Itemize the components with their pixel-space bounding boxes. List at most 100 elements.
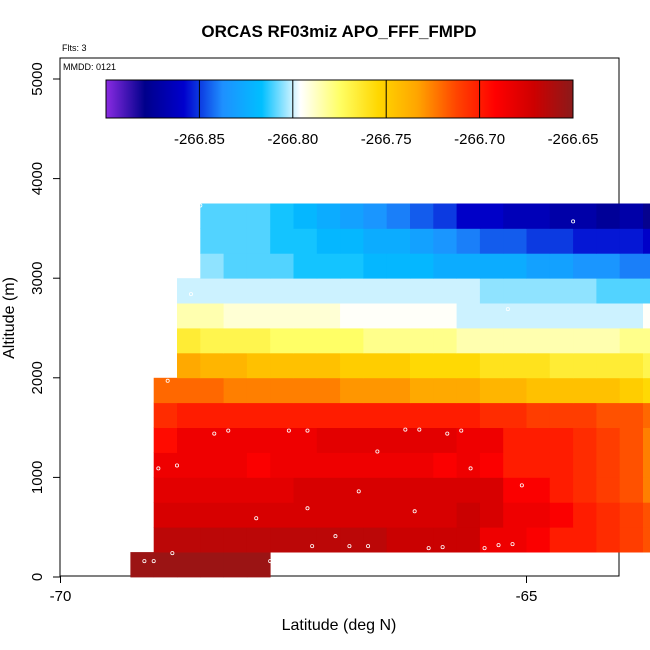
observation-point — [305, 428, 310, 433]
heatmap-cell — [526, 377, 551, 404]
heatmap-cell — [479, 203, 504, 229]
heatmap-cell — [549, 427, 574, 453]
heatmap-cell — [410, 228, 434, 254]
heatmap-cell — [410, 303, 434, 329]
heatmap-cell — [223, 328, 248, 354]
heatmap-cell — [619, 278, 644, 304]
heatmap-cell — [340, 452, 364, 478]
observation-point — [571, 219, 576, 224]
heatmap-cell — [153, 377, 178, 404]
heatmap-cell — [433, 402, 457, 428]
heatmap-cell — [270, 328, 294, 354]
heatmap-cell — [526, 402, 551, 428]
heatmap-cell — [549, 527, 574, 553]
heatmap-cell — [596, 278, 621, 304]
observation-point — [496, 543, 501, 548]
heatmap-cell — [316, 328, 341, 354]
heatmap-cell — [573, 377, 597, 404]
heatmap-cell — [340, 278, 364, 304]
heatmap-cell — [293, 228, 318, 254]
heatmap-cell — [153, 452, 178, 478]
heatmap-cell — [596, 452, 621, 478]
heatmap-cell — [200, 203, 224, 229]
heatmap-cell — [316, 303, 341, 329]
heatmap-cell — [177, 377, 201, 404]
observation-point — [282, 559, 287, 564]
heatmap-cell — [363, 477, 388, 503]
heatmap-cell — [246, 228, 271, 254]
heatmap-cell — [619, 253, 644, 279]
heatmap-cell — [316, 377, 341, 404]
observation-point — [375, 449, 380, 454]
heatmap-cell — [153, 427, 178, 453]
heatmap-cell — [316, 527, 341, 553]
heatmap-cell — [526, 253, 551, 279]
heatmap-cell — [456, 278, 481, 304]
heatmap-cell — [363, 377, 388, 404]
heatmap-cell — [223, 303, 248, 329]
heatmap-cell — [340, 502, 364, 528]
heatmap-cell — [200, 427, 224, 453]
heatmap-cell — [363, 228, 388, 254]
observation-point — [417, 427, 422, 432]
heatmap-cell — [200, 303, 224, 329]
heatmap-cell — [573, 253, 597, 279]
heatmap-cell — [340, 228, 364, 254]
heatmap-cell — [316, 427, 341, 453]
colorbar-tick-label: -266.70 — [454, 131, 505, 148]
heatmap-cell — [433, 228, 457, 254]
heatmap-cell — [573, 527, 597, 553]
heatmap-cell — [479, 278, 504, 304]
heatmap-cell — [293, 328, 318, 354]
y-tick-label: 2000 — [29, 361, 46, 394]
heatmap-cell — [549, 352, 574, 379]
heatmap-cell — [153, 477, 178, 503]
heatmap-cell — [503, 402, 527, 428]
heatmap-cell — [386, 278, 411, 304]
heatmap-cell — [200, 477, 224, 503]
heatmap-cell — [270, 278, 294, 304]
heatmap-cell — [340, 402, 364, 428]
heatmap-cell — [643, 352, 650, 379]
x-axis-label: Latitude (deg N) — [282, 617, 397, 634]
heatmap-cell — [153, 552, 178, 578]
heatmap-cell — [363, 452, 388, 478]
heatmap-cell — [503, 527, 527, 553]
heatmap-cell — [293, 352, 318, 379]
heatmap-cell — [503, 352, 527, 379]
heatmap-cell — [223, 377, 248, 404]
heatmap-cell — [526, 278, 551, 304]
heatmap-cell — [223, 228, 248, 254]
observation-point — [459, 428, 464, 433]
heatmap-cell — [549, 452, 574, 478]
heatmap-cell — [410, 377, 434, 404]
heatmap-cell — [456, 427, 481, 453]
colorbar — [105, 79, 574, 119]
heatmap-cell — [270, 253, 294, 279]
heatmap-cell — [246, 352, 271, 379]
observation-point — [519, 483, 524, 488]
heatmap-cell — [410, 352, 434, 379]
heatmap-cell — [643, 278, 650, 304]
heatmap-cell — [456, 203, 481, 229]
heatmap-cell — [410, 203, 434, 229]
flights-label: Flts: 3 — [62, 43, 87, 53]
heatmap-cell — [433, 502, 457, 528]
heatmap-cell — [246, 377, 271, 404]
heatmap-cell — [293, 477, 318, 503]
heatmap-cell — [246, 402, 271, 428]
heatmap-cell — [410, 477, 434, 503]
heatmap-cell — [363, 527, 388, 553]
date-label: MMDD: 0121 — [63, 62, 116, 72]
heatmap-cell — [223, 452, 248, 478]
heatmap-cell — [619, 452, 644, 478]
heatmap-cell — [270, 427, 294, 453]
heatmap-cell — [293, 502, 318, 528]
heatmap-cell — [293, 452, 318, 478]
y-tick-label: 0 — [29, 573, 46, 581]
heatmap-cell — [619, 527, 644, 553]
heatmap-cell — [386, 402, 411, 428]
heatmap-cell — [456, 352, 481, 379]
heatmap-cell — [433, 253, 457, 279]
observation-point — [174, 463, 179, 468]
